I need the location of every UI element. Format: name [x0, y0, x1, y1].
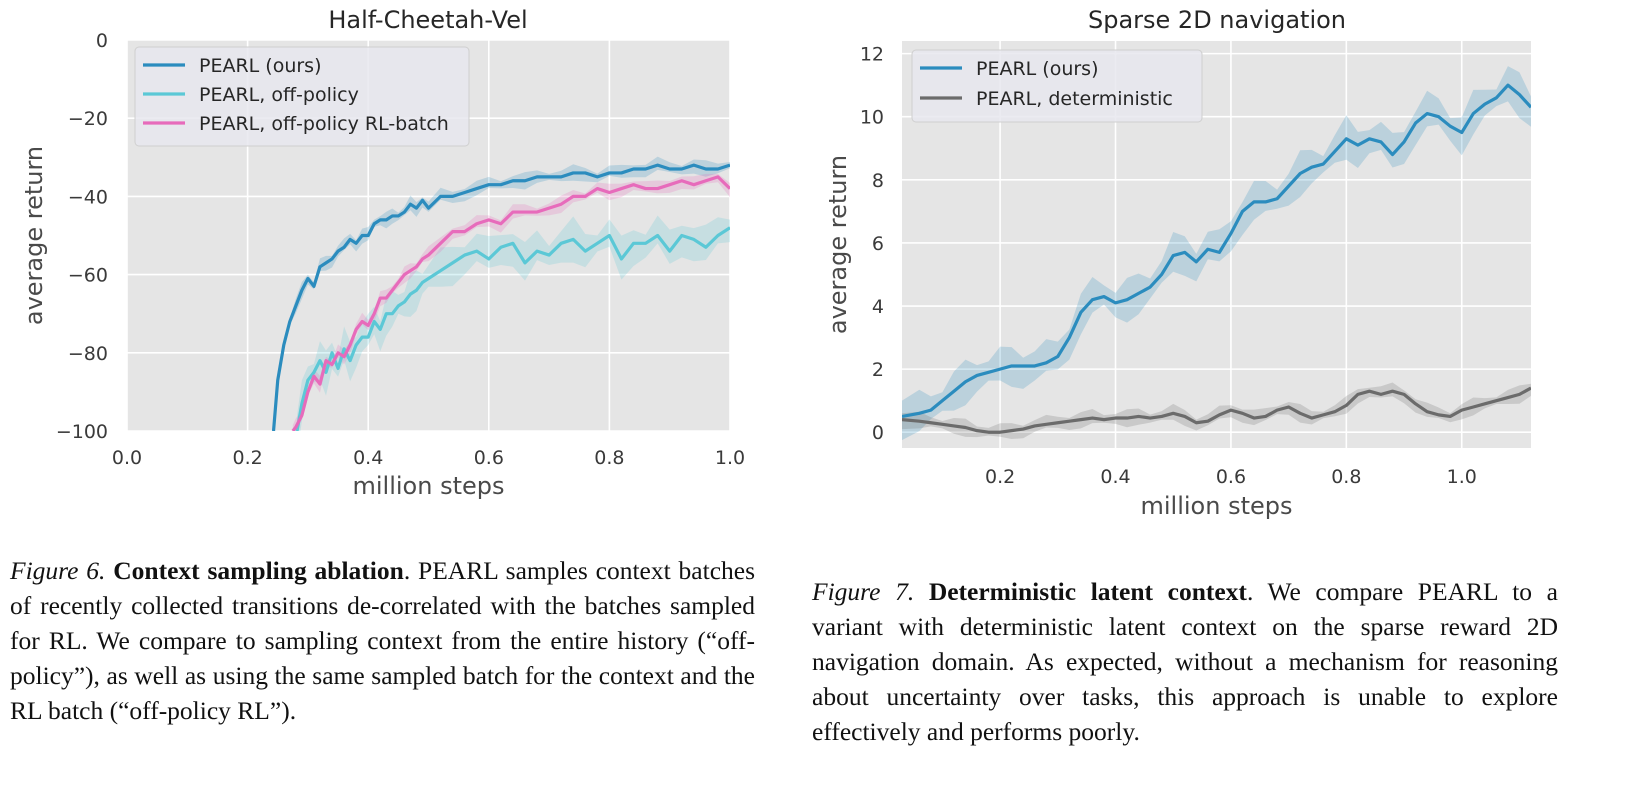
legend-label: PEARL (ours)	[976, 58, 1099, 80]
y-tick-label: 0	[96, 30, 108, 52]
x-tick-label: 0.2	[985, 466, 1015, 488]
x-axis-label: million steps	[1141, 492, 1293, 520]
legend-label: PEARL, off-policy RL-batch	[199, 113, 449, 135]
y-tick-label: 8	[872, 170, 884, 192]
x-tick-label: 0.4	[1100, 466, 1130, 488]
y-axis-label: average return	[824, 155, 852, 334]
y-tick-label: 12	[860, 44, 884, 66]
series-line	[291, 175, 730, 431]
series-group	[271, 156, 730, 431]
x-tick-label: 0.0	[112, 447, 142, 469]
chart-title: Sparse 2D navigation	[1088, 6, 1346, 34]
series-line	[271, 163, 730, 431]
figure-6-text: . PEARL samples context batches of recen…	[10, 556, 756, 725]
y-tick-label: 2	[872, 359, 884, 381]
y-tick-label: 10	[860, 107, 884, 129]
y-axis-label: average return	[20, 146, 48, 325]
x-tick-label: 0.2	[232, 447, 262, 469]
figure-6-title: Context sampling ablation	[113, 556, 404, 585]
y-tick-label: −20	[68, 108, 108, 130]
legend-box	[134, 46, 470, 147]
chart-title: Half-Cheetah-Vel	[328, 6, 527, 34]
y-tick-label: −100	[56, 421, 108, 443]
y-tick-label: −40	[68, 186, 108, 208]
figure-7-label: Figure 7.	[812, 577, 915, 606]
series-band	[297, 215, 730, 431]
x-tick-label: 0.8	[594, 447, 624, 469]
y-tick-label: 6	[872, 233, 884, 255]
series-band	[902, 382, 1531, 440]
legend-label: PEARL (ours)	[199, 55, 322, 77]
x-tick-label: 0.6	[1216, 466, 1246, 488]
x-tick-label: 0.4	[353, 447, 383, 469]
series-line	[902, 83, 1531, 419]
chart-sparse-2d-navigation: 12 10 8 6 4 2 0 0.2 0.4 0.6 0.8 1.0 PEARL (ours) PEAR…	[824, 6, 1531, 520]
legend-box	[911, 49, 1203, 123]
figure-7-title: Deterministic latent context	[928, 577, 1247, 606]
y-tick-label: −60	[68, 265, 108, 287]
figure-7-text: . We compare PEARL to a variant with det…	[812, 577, 1558, 746]
series-band	[273, 156, 730, 431]
x-tick-label: 1.0	[1447, 466, 1477, 488]
y-tick-label: 0	[872, 422, 884, 444]
legend-label: PEARL, deterministic	[976, 88, 1173, 110]
figure-6-caption: Figure 6. Context sampling ablation. PEA…	[10, 553, 755, 728]
figure-7-caption: Figure 7. Deterministic latent context. …	[812, 574, 1558, 749]
legend-label: PEARL, off-policy	[199, 84, 359, 106]
series-group	[902, 66, 1531, 441]
figure-6-label: Figure 6.	[10, 556, 106, 585]
y-tick-label: 4	[872, 296, 884, 318]
y-tick-label: −80	[68, 343, 108, 365]
x-tick-label: 1.0	[715, 447, 745, 469]
series-line	[902, 386, 1531, 434]
series-line	[295, 226, 730, 431]
x-tick-label: 0.8	[1331, 466, 1361, 488]
x-tick-label: 0.6	[474, 447, 504, 469]
x-axis-label: million steps	[353, 472, 505, 500]
